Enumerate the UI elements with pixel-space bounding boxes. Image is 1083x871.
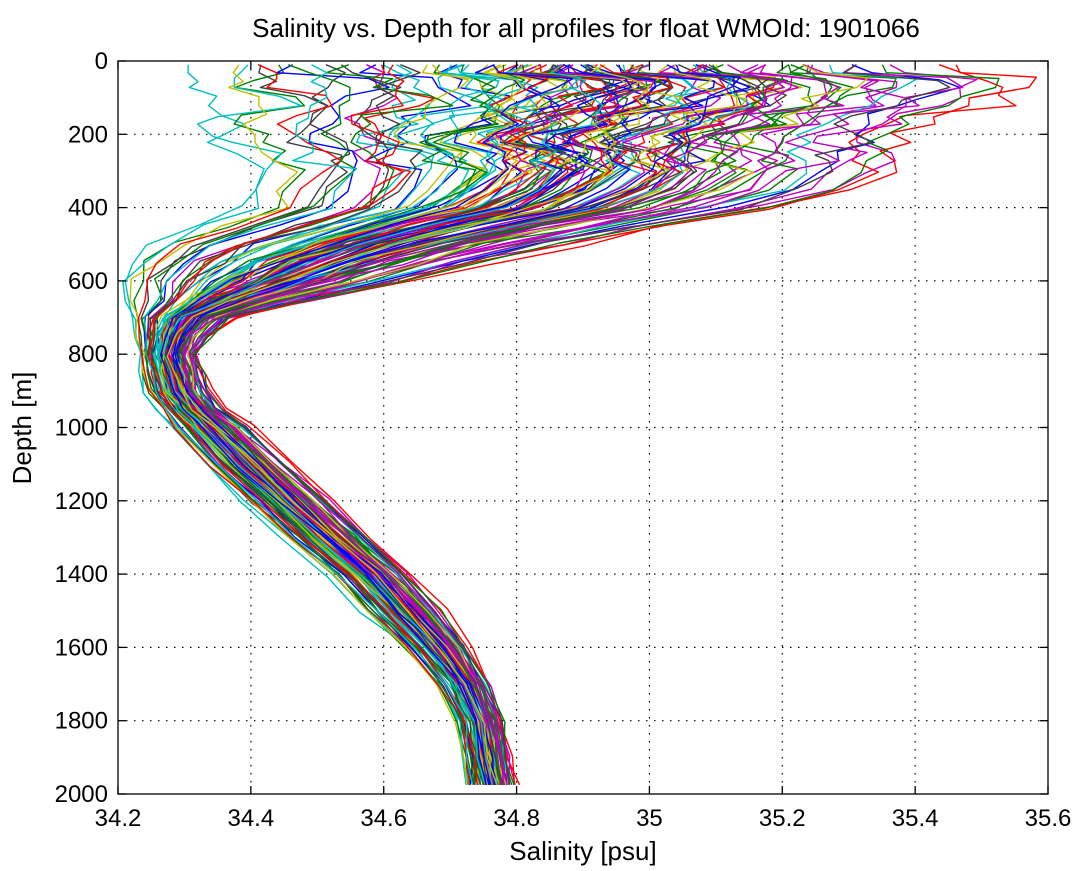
chart-title: Salinity vs. Depth for all profiles for …	[252, 13, 920, 43]
profile-line	[147, 64, 478, 785]
y-tick-label: 1600	[55, 634, 108, 661]
profile-lines	[122, 64, 1038, 786]
y-tick-label: 400	[68, 195, 108, 222]
grid-lines	[118, 61, 1048, 794]
x-tick-labels: 34.2 34.4 34.6 34.8 35 35.2 35.4 35.6	[95, 805, 1072, 832]
profile-line	[160, 64, 524, 785]
profile-line	[181, 64, 842, 785]
profile-line	[192, 64, 1000, 786]
profile-line	[194, 64, 951, 785]
profile-line	[151, 64, 479, 785]
profile-line	[174, 64, 741, 785]
profile-line	[151, 64, 479, 785]
profile-line	[179, 64, 785, 785]
x-tick-label: 34.8	[493, 805, 540, 832]
x-tick-label: 35.2	[759, 805, 806, 832]
x-tick-label: 34.4	[227, 805, 274, 832]
x-tick-label: 35	[636, 805, 663, 832]
profile-line	[140, 64, 471, 785]
profile-line	[177, 64, 814, 785]
y-tick-label: 1200	[55, 488, 108, 515]
y-tick-label: 1000	[55, 415, 108, 442]
profile-line	[122, 64, 470, 785]
profile-line	[143, 64, 474, 785]
x-tick-label: 34.2	[95, 805, 142, 832]
profile-line	[192, 64, 1038, 786]
profile-line	[129, 64, 468, 785]
axes	[117, 60, 1049, 795]
x-axis-label: Salinity [psu]	[509, 836, 656, 866]
x-tick-label: 35.6	[1025, 805, 1072, 832]
y-tick-labels: 0 200 400 600 800 1000 1200 1400 1600 1800 2000	[55, 48, 108, 808]
profile-line	[186, 64, 869, 786]
profile-line	[166, 64, 655, 785]
profile-line	[190, 64, 920, 785]
profile-line	[166, 64, 651, 786]
y-tick-label: 0	[95, 48, 108, 75]
x-tick-label: 34.6	[360, 805, 407, 832]
profile-line	[191, 64, 964, 785]
y-tick-label: 600	[68, 268, 108, 295]
profile-line	[141, 64, 475, 785]
y-tick-label: 2000	[55, 781, 108, 808]
x-tick-label: 35.4	[892, 805, 939, 832]
profile-line	[173, 64, 671, 785]
y-tick-label: 1400	[55, 561, 108, 588]
y-tick-label: 800	[68, 341, 108, 368]
profile-line	[156, 64, 513, 786]
y-axis-label: Depth [m]	[7, 372, 37, 485]
y-tick-label: 1800	[55, 708, 108, 735]
profile-line	[183, 64, 799, 785]
profile-line	[191, 64, 918, 785]
profile-line	[186, 64, 961, 785]
y-tick-label: 200	[68, 121, 108, 148]
profile-line	[183, 64, 845, 785]
profile-line	[160, 64, 574, 785]
profile-line	[157, 64, 536, 786]
